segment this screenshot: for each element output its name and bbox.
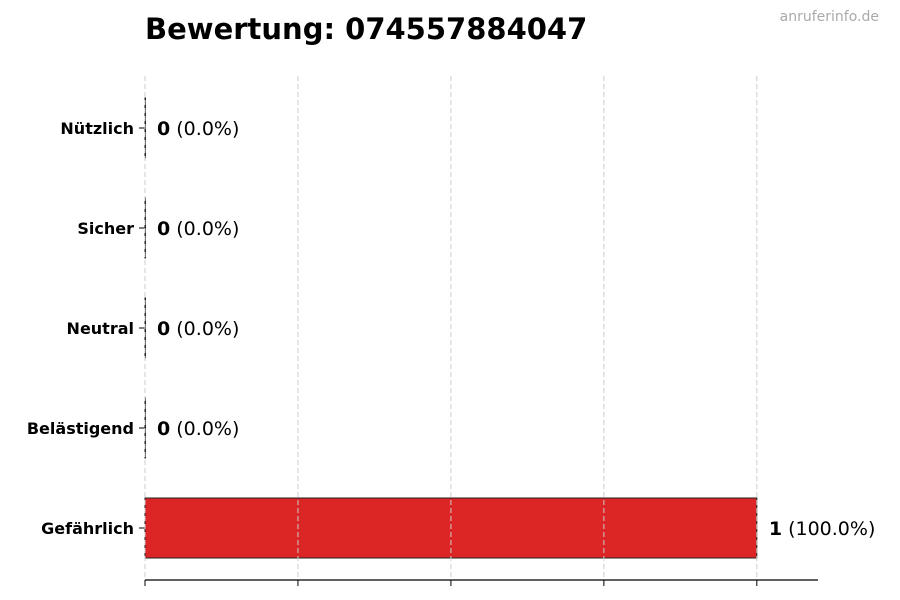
y-tick-label: Gefährlich (41, 519, 134, 538)
data-label: 0 (0.0%) (157, 218, 239, 240)
data-label: 1 (100.0%) (769, 518, 876, 540)
y-tick-label: Nützlich (60, 119, 134, 138)
chart-title: Bewertung: 074557884047 (145, 12, 588, 46)
y-tick-label: Neutral (67, 319, 134, 338)
data-label: 0 (0.0%) (157, 418, 239, 440)
data-label: 0 (0.0%) (157, 318, 239, 340)
watermark: anruferinfo.de (779, 9, 879, 25)
y-tick-label: Sicher (77, 219, 134, 238)
y-tick-label: Belästigend (27, 419, 134, 438)
data-label: 0 (0.0%) (157, 118, 239, 140)
